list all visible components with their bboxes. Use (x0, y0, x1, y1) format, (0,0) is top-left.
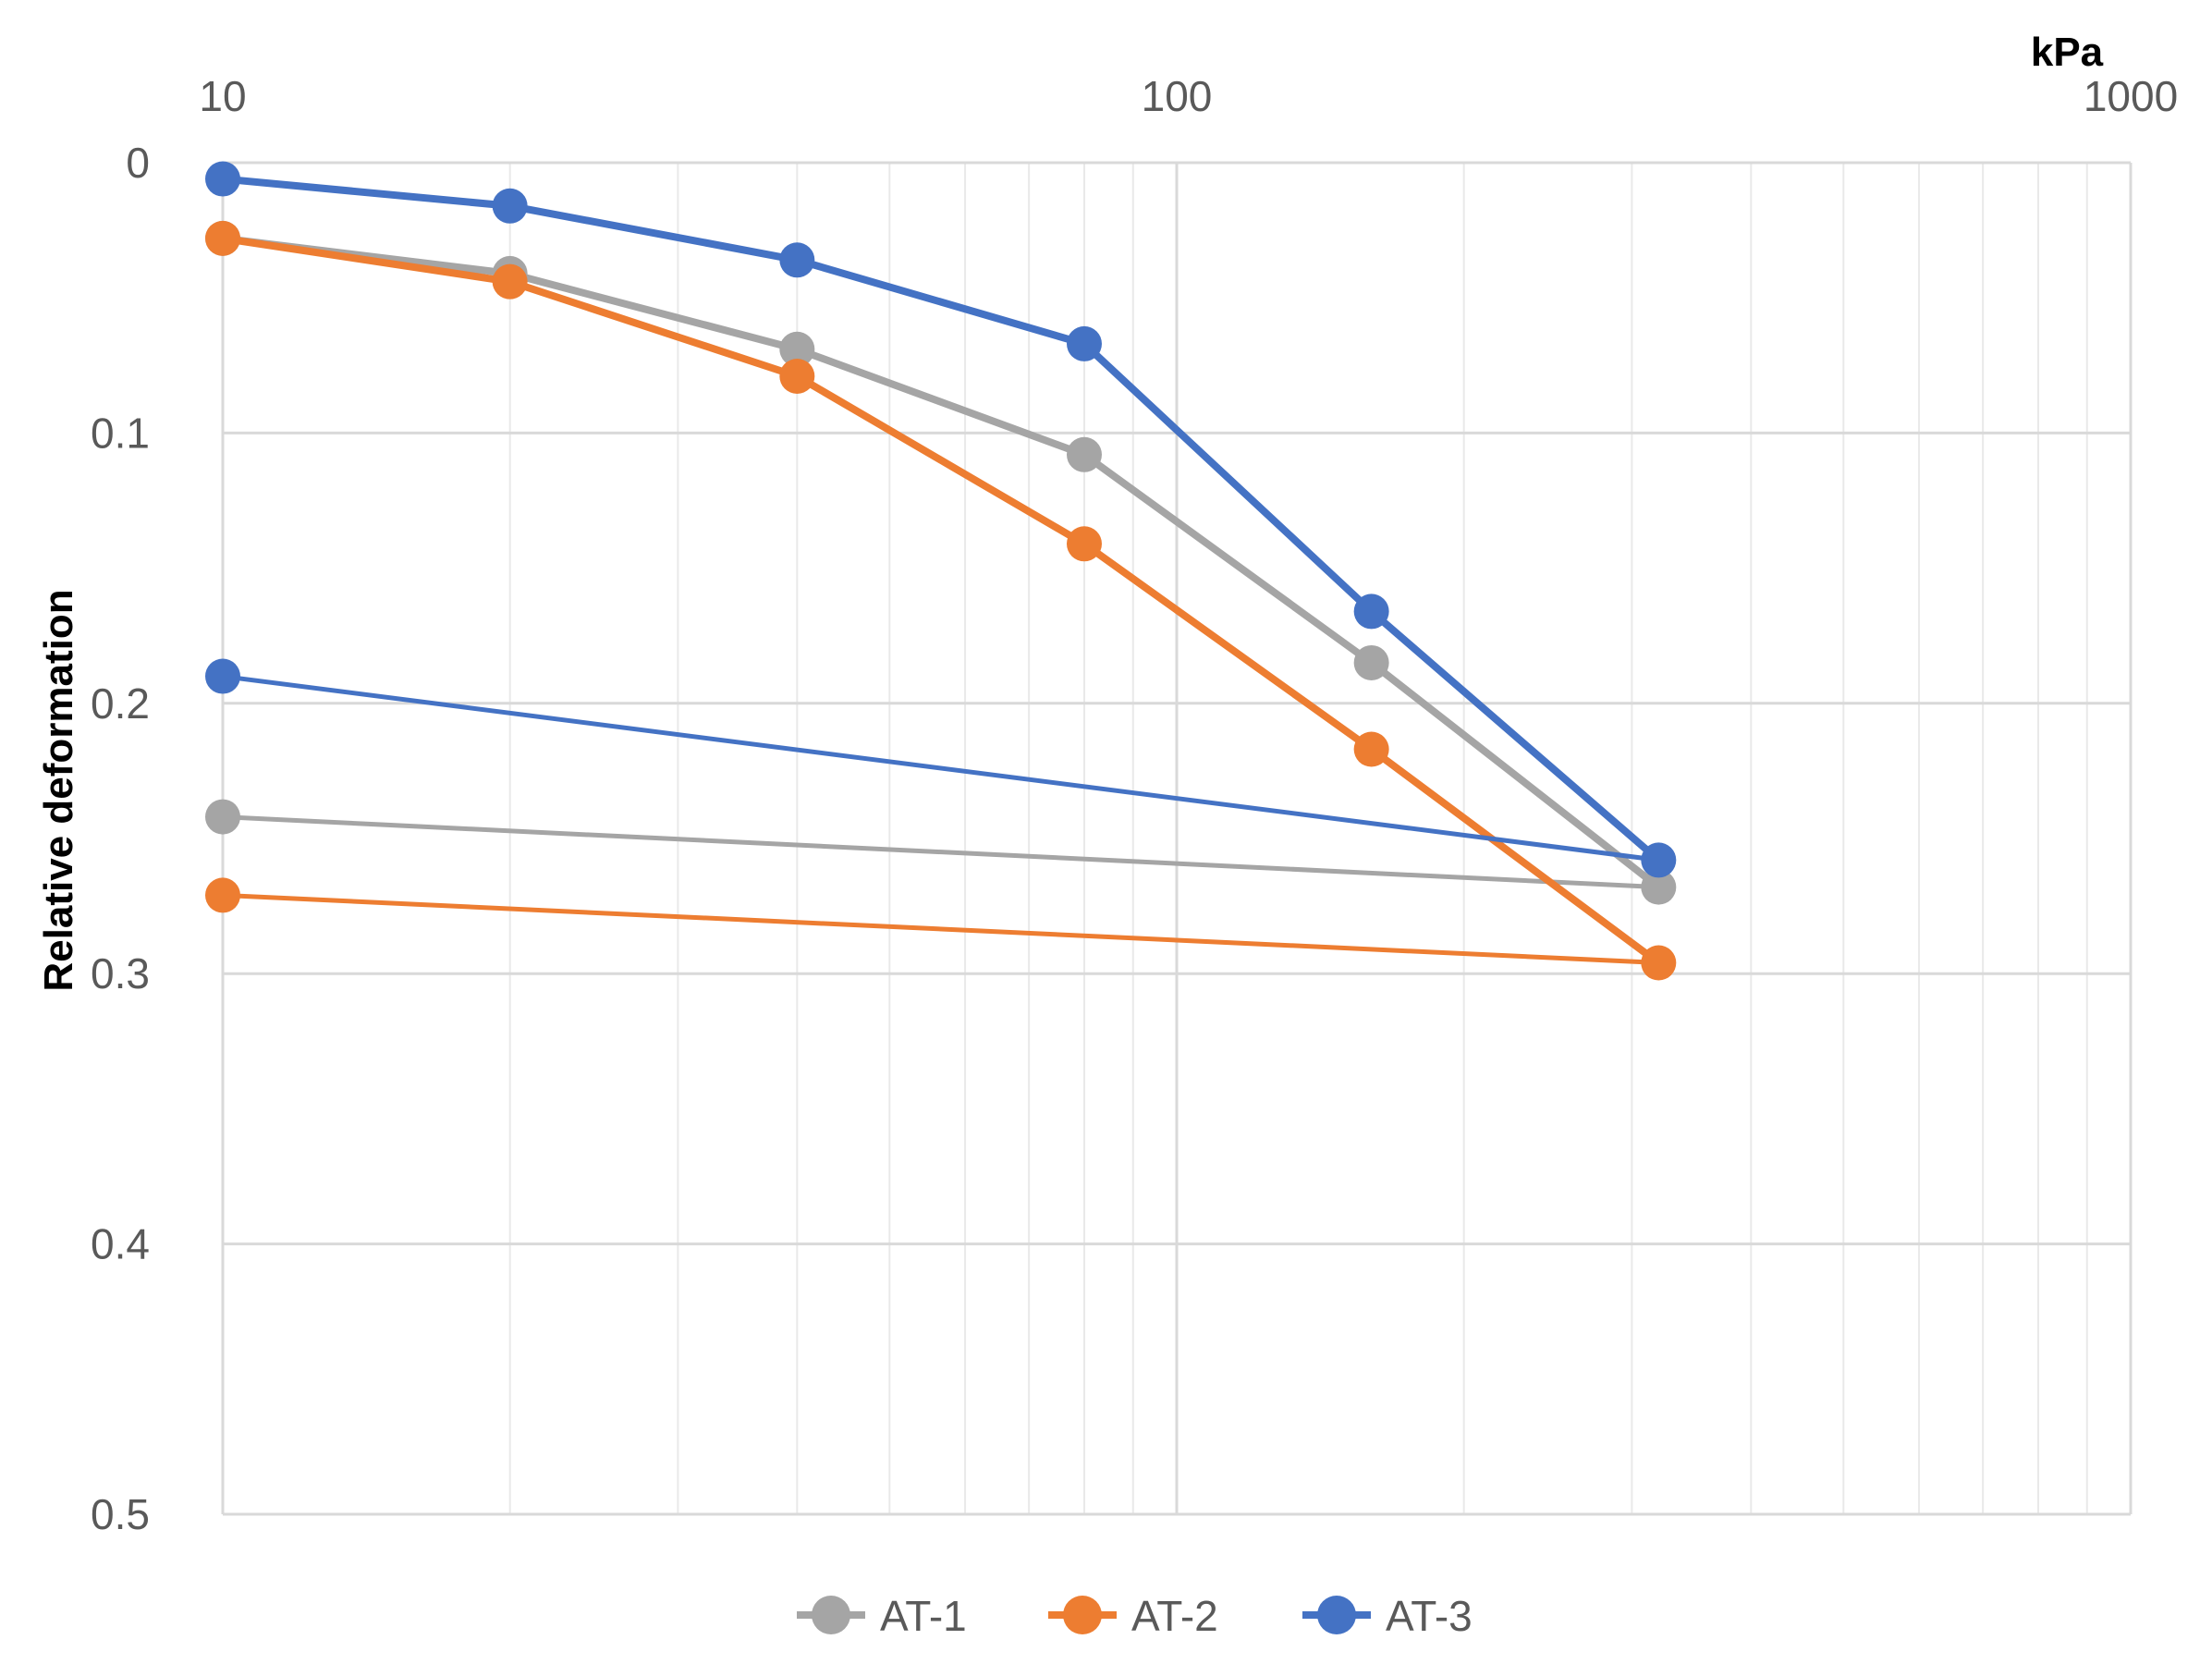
series-at-2 (205, 220, 1677, 981)
x-tick-labels: 10 100 1000 (199, 72, 2178, 120)
y-tick-label: 0 (126, 139, 150, 187)
data-point (1641, 869, 1677, 905)
data-point (779, 331, 815, 367)
x-tick-label: 100 (1142, 72, 1213, 120)
legend-item-at-1: AT-1 (797, 1592, 967, 1640)
data-point (492, 263, 528, 300)
loading-line (222, 234, 1661, 966)
y-tick-label: 0.3 (91, 949, 150, 997)
series-at-3 (205, 161, 1677, 878)
unloading-line (222, 674, 1659, 863)
y-tick-label: 0.5 (91, 1490, 150, 1538)
plot-series (205, 161, 1677, 981)
legend-item-at-2: AT-2 (1048, 1592, 1218, 1640)
y-tick-label: 0.4 (91, 1220, 150, 1268)
data-point (1066, 436, 1102, 472)
data-point (1641, 945, 1677, 981)
data-point (1353, 593, 1389, 630)
x-tick-label: 10 (199, 72, 246, 120)
legend-label: AT-1 (880, 1592, 967, 1640)
legend-label: AT-3 (1386, 1592, 1473, 1640)
legend-marker (1063, 1596, 1102, 1634)
y-tick-labels: 0 0.1 0.2 0.3 0.4 0.5 (91, 139, 150, 1538)
data-point (205, 799, 240, 835)
unloading-line (222, 814, 1659, 890)
data-point (1066, 325, 1102, 361)
legend-item-at-3: AT-3 (1302, 1592, 1473, 1640)
legend: AT-1 AT-2 AT-3 (797, 1592, 1473, 1640)
data-point (779, 358, 815, 394)
grid (221, 161, 2133, 1516)
x-axis-title: kPa (2031, 30, 2104, 75)
data-point (205, 658, 240, 694)
data-point (205, 161, 240, 197)
legend-marker (1317, 1596, 1356, 1634)
data-point (1641, 842, 1677, 878)
data-point (1066, 526, 1102, 562)
data-point (1353, 644, 1389, 680)
series-at-1 (205, 220, 1677, 905)
legend-label: AT-2 (1131, 1592, 1218, 1640)
unloading-line (222, 892, 1659, 966)
data-point (1353, 731, 1389, 767)
y-tick-label: 0.1 (91, 409, 150, 457)
data-point (779, 242, 815, 278)
loading-line (222, 234, 1661, 890)
x-tick-label: 1000 (2084, 72, 2178, 120)
legend-marker (812, 1596, 850, 1634)
loading-line (222, 175, 1661, 863)
y-axis-title: Relative deformation (36, 589, 81, 991)
data-point (205, 877, 240, 913)
y-tick-label: 0.2 (91, 679, 150, 728)
data-point (492, 188, 528, 224)
data-point (205, 220, 240, 256)
